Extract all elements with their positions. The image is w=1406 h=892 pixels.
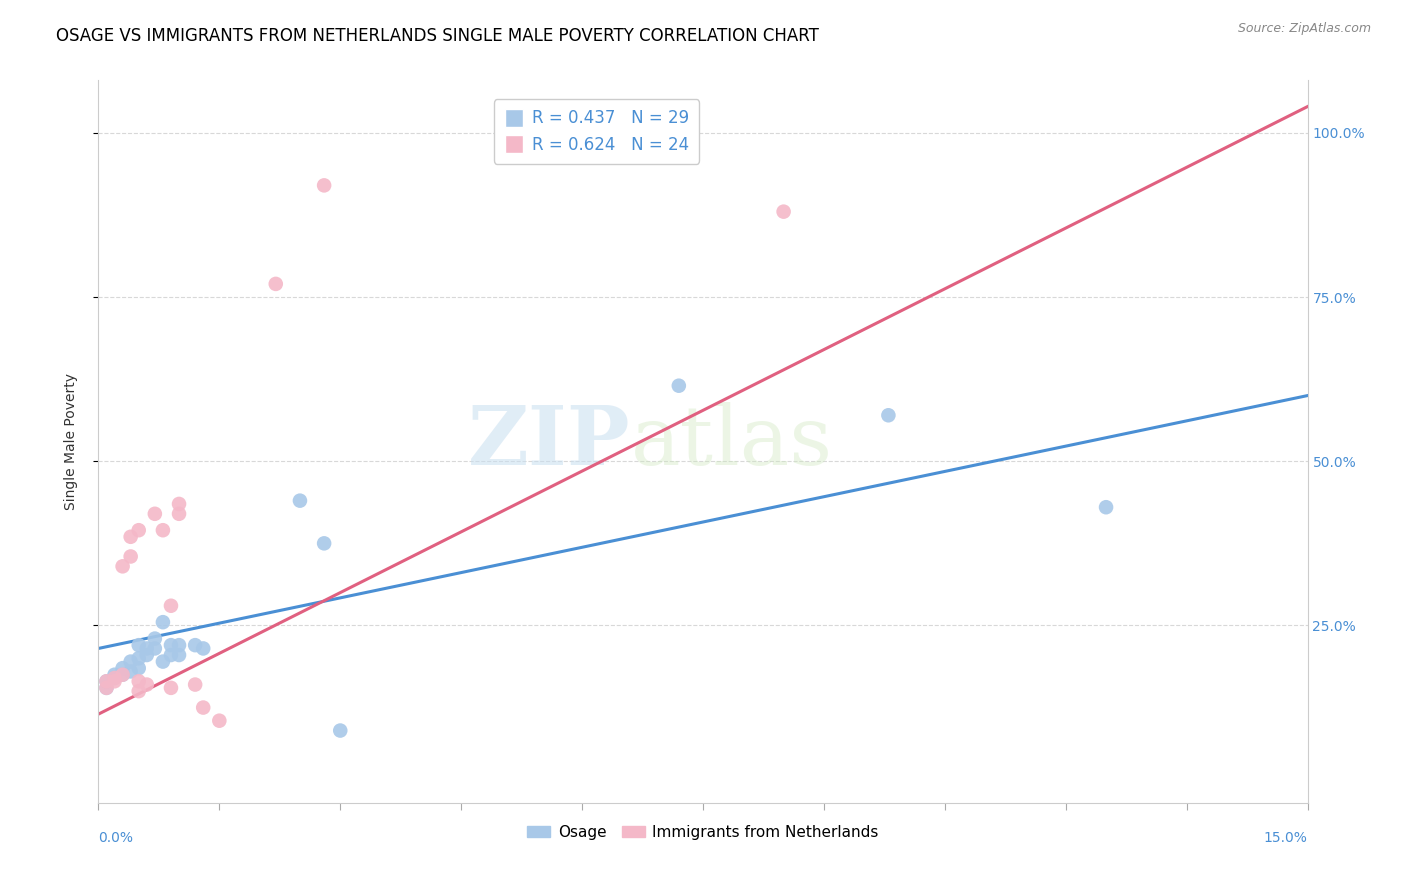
Point <box>877 409 900 423</box>
Point <box>103 674 125 689</box>
Point <box>143 632 166 646</box>
Point <box>103 671 125 685</box>
Text: atlas: atlas <box>630 401 832 482</box>
Point <box>152 655 174 669</box>
Point <box>135 677 157 691</box>
Point <box>135 648 157 662</box>
Point <box>143 641 166 656</box>
Point <box>96 681 118 695</box>
Point <box>314 178 336 193</box>
Point <box>103 671 125 685</box>
Point <box>288 493 311 508</box>
Point <box>160 599 183 613</box>
Point <box>193 700 215 714</box>
Point <box>120 530 142 544</box>
Point <box>1095 500 1118 515</box>
Point <box>96 674 118 689</box>
Point <box>152 523 174 537</box>
Point <box>128 684 150 698</box>
Point <box>772 204 794 219</box>
Point <box>128 661 150 675</box>
Point <box>111 661 134 675</box>
Point <box>160 638 183 652</box>
Point <box>143 507 166 521</box>
Point <box>128 674 150 689</box>
Text: OSAGE VS IMMIGRANTS FROM NETHERLANDS SINGLE MALE POVERTY CORRELATION CHART: OSAGE VS IMMIGRANTS FROM NETHERLANDS SIN… <box>56 27 820 45</box>
Text: 15.0%: 15.0% <box>1264 830 1308 845</box>
Point <box>160 648 183 662</box>
Point <box>193 641 215 656</box>
Point <box>167 638 190 652</box>
Point <box>96 674 118 689</box>
Point <box>264 277 287 291</box>
Point <box>135 641 157 656</box>
Point <box>128 523 150 537</box>
Point <box>167 507 190 521</box>
Point <box>208 714 231 728</box>
Point <box>120 655 142 669</box>
Point <box>314 536 336 550</box>
Text: 0.0%: 0.0% <box>98 830 134 845</box>
Y-axis label: Single Male Poverty: Single Male Poverty <box>63 373 77 510</box>
Point <box>167 497 190 511</box>
Point <box>184 638 207 652</box>
Text: ZIP: ZIP <box>468 401 630 482</box>
Point <box>128 638 150 652</box>
Point <box>128 651 150 665</box>
Point <box>111 667 134 681</box>
Point <box>668 378 690 392</box>
Point <box>160 681 183 695</box>
Legend: Osage, Immigrants from Netherlands: Osage, Immigrants from Netherlands <box>522 819 884 846</box>
Point <box>111 559 134 574</box>
Point <box>329 723 352 738</box>
Point <box>152 615 174 630</box>
Text: Source: ZipAtlas.com: Source: ZipAtlas.com <box>1237 22 1371 36</box>
Point <box>103 667 125 681</box>
Point <box>184 677 207 691</box>
Point <box>96 681 118 695</box>
Point <box>111 667 134 681</box>
Point <box>120 549 142 564</box>
Point <box>120 665 142 679</box>
Point <box>167 648 190 662</box>
